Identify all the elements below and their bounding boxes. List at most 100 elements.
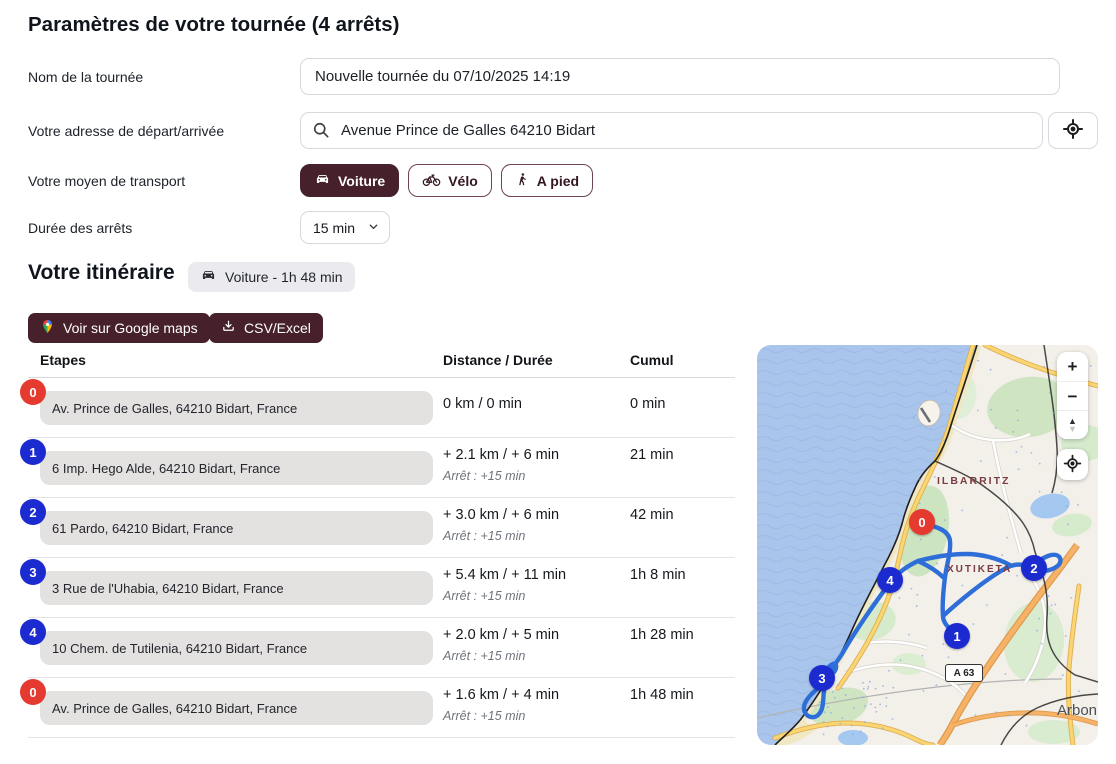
stop-number-badge: 0 — [20, 379, 46, 405]
tilt-control-button[interactable]: ▲ ▼ — [1057, 410, 1088, 439]
car-icon — [200, 267, 217, 287]
stop-note: Arrêt : +15 min — [443, 469, 526, 483]
stop-address-chip[interactable]: 10 Chem. de Tutilenia, 64210 Bidart, Fra… — [40, 631, 433, 665]
stop-note: Arrêt : +15 min — [443, 529, 526, 543]
transport-option-label: A pied — [536, 172, 580, 189]
header-distance: Distance / Durée — [443, 352, 553, 368]
csv-export-button[interactable]: CSV/Excel — [209, 313, 323, 343]
crosshair-locate-icon — [1062, 453, 1083, 477]
walk-icon — [515, 171, 530, 191]
road-shield-a63: A 63 — [945, 664, 983, 682]
railway-line — [757, 678, 1063, 719]
transport-options: Voiture Vélo A pied — [300, 164, 594, 197]
stop-duration-select[interactable]: 15 min — [300, 211, 390, 244]
stop-cumul: 42 min — [630, 507, 674, 523]
google-maps-button[interactable]: Voir sur Google maps — [28, 313, 210, 343]
main-roads — [773, 345, 1098, 745]
transport-option-voiture[interactable]: Voiture — [300, 164, 400, 197]
itinerary-table-body: 0 Av. Prince de Galles, 64210 Bidart, Fr… — [20, 378, 735, 738]
car-icon — [314, 171, 331, 191]
stop-note: Arrêt : +15 min — [443, 709, 526, 723]
address-input[interactable] — [300, 112, 1043, 149]
summary-badge-label: Voiture - 1h 48 min — [225, 269, 343, 285]
stop-number-badge: 1 — [20, 439, 46, 465]
map-marker-4[interactable]: 4 — [877, 567, 903, 593]
stop-distance: + 3.0 km / + 6 min — [443, 507, 560, 523]
stop-duration-value: 15 min — [313, 219, 356, 236]
stop-number-badge: 0 — [20, 679, 46, 705]
crosshair-locate-icon — [1061, 117, 1085, 144]
table-row: 3 3 Rue de l'Uhabia, 64210 Bidart, Franc… — [20, 558, 735, 618]
download-icon — [221, 319, 236, 337]
stop-duration-label: Durée des arrêts — [28, 220, 133, 236]
tilt-down-icon: ▼ — [1068, 424, 1077, 434]
address-label: Votre adresse de départ/arrivée — [28, 123, 225, 139]
stop-cumul: 0 min — [630, 396, 666, 412]
stop-note: Arrêt : +15 min — [443, 649, 526, 663]
table-row: 2 61 Pardo, 64210 Bidart, France + 3.0 k… — [20, 498, 735, 558]
tilt-up-icon: ▲ — [1068, 416, 1077, 426]
map-marker-2[interactable]: 2 — [1021, 555, 1047, 581]
coastline — [774, 345, 978, 745]
header-steps: Etapes — [40, 352, 86, 368]
map[interactable]: ILBARRITZ XUTIKETA Arbon A 63 + − ▲ ▼ 0 1… — [757, 345, 1098, 745]
transport-option-label: Voiture — [338, 172, 386, 189]
motorway-a63 — [936, 542, 1098, 745]
google-maps-button-label: Voir sur Google maps — [63, 320, 198, 336]
stop-cumul: 1h 8 min — [630, 567, 686, 583]
stop-number-badge: 3 — [20, 559, 46, 585]
table-row: 0 Av. Prince de Galles, 64210 Bidart, Fr… — [20, 378, 735, 438]
itinerary-heading: Votre itinéraire — [28, 261, 175, 284]
transport-option-label: Vélo — [448, 172, 478, 189]
stop-address-chip[interactable]: Av. Prince de Galles, 64210 Bidart, Fran… — [40, 391, 433, 425]
vegetation-speckles — [819, 359, 1092, 736]
map-locate-button[interactable] — [1057, 449, 1088, 480]
transport-label: Votre moyen de transport — [28, 173, 186, 189]
stop-cumul: 1h 28 min — [630, 627, 694, 643]
chevron-down-icon — [367, 220, 380, 236]
tour-name-label: Nom de la tournée — [28, 69, 144, 85]
map-marker-1[interactable]: 1 — [944, 623, 970, 649]
stop-distance: + 2.0 km / + 5 min — [443, 627, 560, 643]
stop-address-chip[interactable]: 61 Pardo, 64210 Bidart, France — [40, 511, 433, 545]
csv-button-label: CSV/Excel — [244, 320, 311, 336]
map-zoom-panel: + − ▲ ▼ — [1057, 352, 1088, 439]
map-marker-3[interactable]: 3 — [809, 665, 835, 691]
map-canvas — [757, 345, 1098, 745]
stop-distance: + 5.4 km / + 11 min — [443, 567, 567, 583]
google-maps-pin-icon — [40, 319, 55, 337]
zoom-out-button[interactable]: − — [1057, 381, 1088, 410]
locate-address-button[interactable] — [1048, 112, 1098, 149]
stop-distance: + 2.1 km / + 6 min — [443, 447, 560, 463]
bike-icon — [422, 171, 441, 190]
table-row: 1 6 Imp. Hego Alde, 64210 Bidart, France… — [20, 438, 735, 498]
stop-address-chip[interactable]: Av. Prince de Galles, 64210 Bidart, Fran… — [40, 691, 433, 725]
stop-cumul: 21 min — [630, 447, 674, 463]
tour-name-input[interactable] — [300, 58, 1060, 95]
map-label-ilbarritz: ILBARRITZ — [937, 475, 1011, 487]
address-field — [300, 112, 1043, 149]
itinerary-table: Etapes Distance / Durée Cumul 0 Av. Prin… — [20, 352, 735, 738]
map-label-arbonne: Arbon — [1057, 702, 1098, 719]
stop-note: Arrêt : +15 min — [443, 589, 526, 603]
search-icon — [311, 120, 331, 140]
table-header: Etapes Distance / Durée Cumul — [28, 352, 735, 378]
header-cumul: Cumul — [630, 352, 674, 368]
boundary-lines — [934, 345, 1098, 745]
minor-roads — [844, 423, 1047, 696]
stop-distance: + 1.6 km / + 4 min — [443, 687, 560, 703]
stop-cumul: 1h 48 min — [630, 687, 694, 703]
itinerary-summary-badge: Voiture - 1h 48 min — [188, 262, 355, 292]
table-row: 4 10 Chem. de Tutilenia, 64210 Bidart, F… — [20, 618, 735, 678]
stop-address-chip[interactable]: 3 Rue de l'Uhabia, 64210 Bidart, France — [40, 571, 433, 605]
map-marker-0[interactable]: 0 — [909, 509, 935, 535]
zoom-in-button[interactable]: + — [1057, 352, 1088, 381]
stop-number-badge: 4 — [20, 619, 46, 645]
lake — [1030, 493, 1070, 519]
stop-number-badge: 2 — [20, 499, 46, 525]
transport-option-velo[interactable]: Vélo — [408, 164, 492, 197]
transport-option-apied[interactable]: A pied — [500, 164, 594, 197]
rock-outcrop — [917, 399, 941, 427]
map-label-xuriketa: XUTIKETA — [947, 564, 1013, 575]
stop-address-chip[interactable]: 6 Imp. Hego Alde, 64210 Bidart, France — [40, 451, 433, 485]
